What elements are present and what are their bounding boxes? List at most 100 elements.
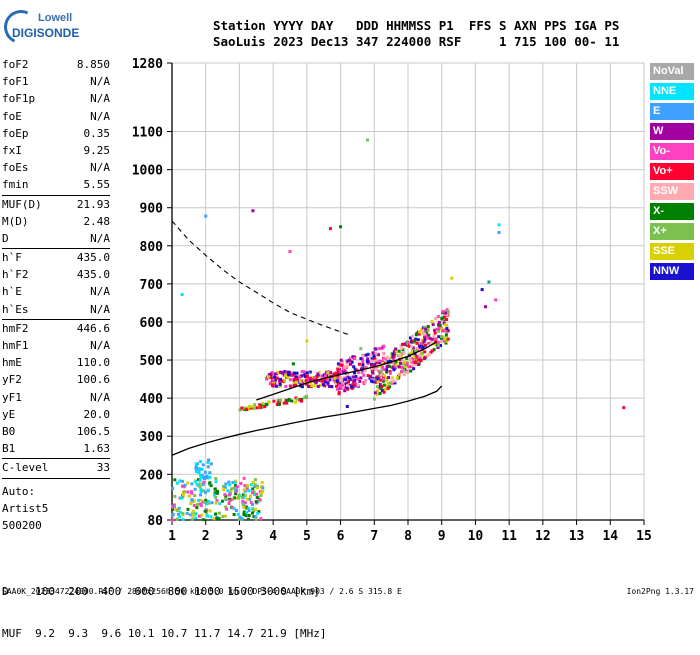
echo-point [208, 475, 212, 479]
echo-point [203, 470, 207, 474]
echo-point [214, 512, 218, 516]
param-value: N/A [90, 390, 110, 404]
echo-point [273, 372, 277, 376]
echo-point [377, 347, 381, 351]
echo-point [343, 369, 347, 373]
param-value: 2.48 [83, 214, 111, 228]
echo-point [386, 382, 390, 386]
echo-point [246, 517, 250, 521]
param-name: foEp [2, 126, 29, 140]
echo-point [383, 387, 387, 391]
param-name: fmin [2, 178, 29, 192]
echo-point [266, 400, 270, 404]
param-row-fof1p: foF1p N/A [2, 90, 110, 107]
echo-point [313, 376, 317, 380]
echo-point [366, 374, 370, 378]
echo-point [369, 367, 373, 371]
echo-point [375, 389, 379, 393]
echo-point [227, 480, 231, 484]
echo-point [400, 365, 404, 369]
echo-point [286, 370, 290, 374]
legend-item-nnw: NNW [650, 263, 694, 280]
y-tick-label: 80 [147, 514, 163, 529]
echo-point [442, 315, 446, 319]
ionogram-chart: 1 2 3 4 5 6 7 8 9 10 11 12 13 14 158020030040050060070… [132, 57, 652, 544]
echo-point [413, 353, 417, 357]
echo-point [244, 514, 248, 518]
echo-point [279, 370, 283, 374]
echo-point [228, 483, 232, 487]
echo-point [266, 375, 270, 379]
echo-point [419, 355, 423, 359]
echo-point [273, 375, 277, 379]
x-tick-label: 2 [202, 529, 210, 544]
param-name: yF2 [2, 373, 22, 387]
echo-point [247, 407, 251, 411]
echo-point [340, 363, 344, 367]
echo-point [443, 313, 447, 317]
echo-point [334, 371, 338, 375]
echo-point [423, 338, 427, 342]
echo-point [283, 370, 287, 374]
echo-point [397, 353, 401, 357]
echo-point [372, 397, 376, 401]
echo-point [414, 337, 418, 341]
echo-point [427, 333, 431, 337]
echo-point [380, 362, 384, 366]
echo-point [335, 379, 339, 383]
echo-point [390, 376, 394, 380]
echo-point [248, 497, 252, 501]
echo-point [405, 356, 409, 360]
legend-item-vominus: Vo- [650, 143, 694, 160]
echo-point [259, 491, 263, 495]
echo-point [237, 493, 241, 497]
echo-point [339, 369, 343, 373]
echo-point [399, 354, 403, 358]
echo-point [180, 293, 184, 297]
echo-point [346, 387, 350, 391]
x-tick-label: 15 [636, 529, 652, 544]
echo-point [411, 360, 415, 364]
echo-point [306, 376, 310, 380]
echo-point [403, 342, 407, 346]
echo-point [278, 384, 282, 388]
echo-point [278, 381, 282, 385]
echo-point [445, 323, 449, 327]
echo-point [171, 518, 175, 522]
echo-point [392, 349, 396, 353]
echo-point [285, 375, 289, 379]
echo-point [408, 356, 412, 360]
echo-point [223, 497, 227, 501]
echo-point [173, 478, 177, 482]
echo-point [215, 516, 219, 520]
echo-point [194, 469, 198, 473]
echo-point [240, 406, 244, 410]
echo-point [175, 517, 179, 521]
echo-point [190, 498, 194, 502]
param-row-clevel: C-level 33 [2, 459, 110, 476]
echo-point [404, 371, 408, 375]
echo-point [406, 370, 410, 374]
echo-point [320, 374, 324, 378]
echo-point [442, 321, 446, 325]
echo-point [249, 494, 253, 498]
echo-point [278, 377, 282, 381]
echo-point [203, 500, 207, 504]
file-info-footer: SAA0K_2023347224000.RSF / 280fx256h 50 k… [2, 587, 402, 596]
echo-point [291, 373, 295, 377]
echo-point [375, 358, 379, 362]
echo-point [252, 515, 256, 519]
echo-point [203, 509, 207, 513]
legend-item-xplus: X+ [650, 223, 694, 240]
echo-point [375, 361, 379, 365]
param-row-hmf1: hmF1 N/A [2, 337, 110, 354]
echo-point [443, 337, 447, 341]
echo-point [223, 493, 227, 497]
echo-point [343, 376, 347, 380]
echo-point [308, 370, 312, 374]
echo-point [308, 378, 312, 382]
echo-point [407, 352, 411, 356]
echo-point [372, 354, 376, 358]
echo-point [212, 517, 216, 521]
echo-point [392, 360, 396, 364]
